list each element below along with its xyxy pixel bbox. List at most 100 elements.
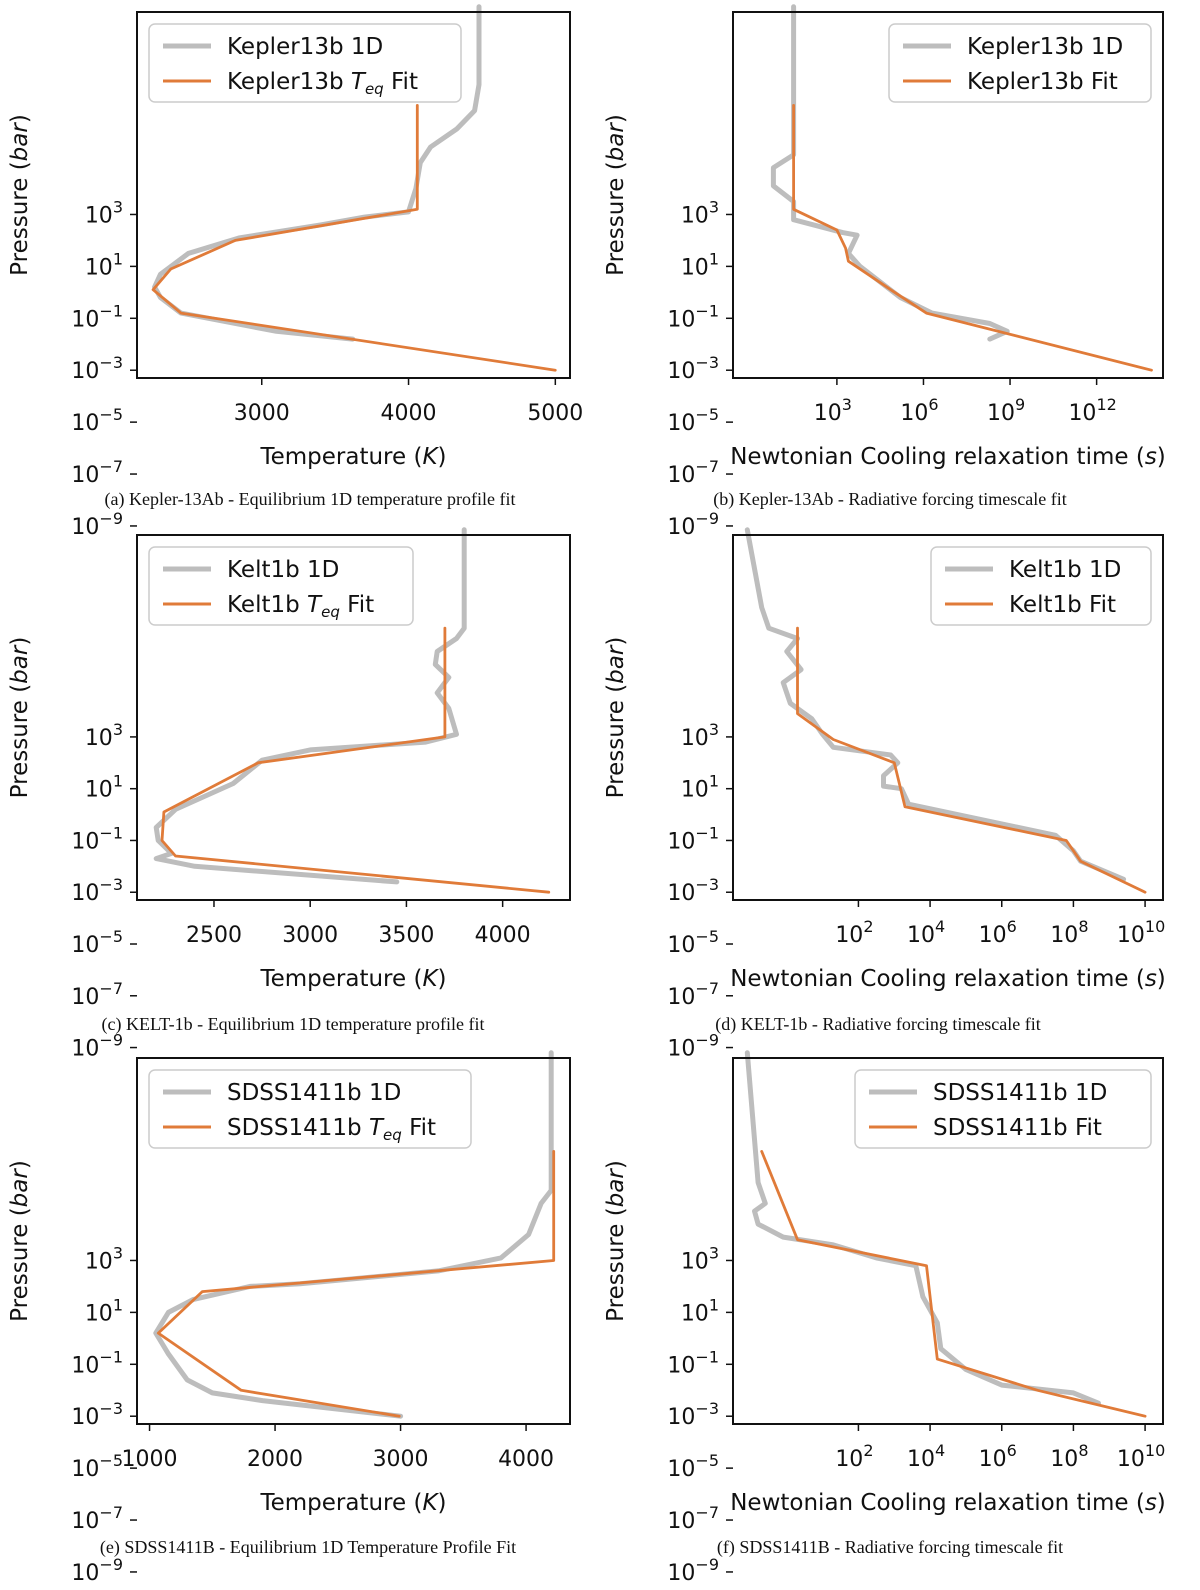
x-tick-label-c: 3000	[282, 923, 338, 948]
y-axis-label-f: Pressure (bar)	[603, 1160, 629, 1322]
y-tick-label-f: 101	[681, 1295, 719, 1326]
x-tick-label-d: 102	[835, 917, 873, 948]
x-tick-label-f: 104	[907, 1441, 945, 1472]
plot-frame-c	[136, 534, 571, 901]
legend-a: Kepler13b 1D Kepler13b Teq Fit	[148, 23, 462, 103]
subplot-b: 10−9 10−7 10−5 10−3 10−1 101 103 103 106 109 1012 N…	[603, 4, 1166, 540]
y-axis-label-e: Pressure (bar)	[7, 1160, 33, 1322]
caption-a: (a) Kepler-13Ab - Equilibrium 1D tempera…	[105, 489, 516, 510]
x-tick-label-d: 104	[907, 917, 945, 948]
y-tick-label-a: 10−3	[71, 353, 123, 384]
x-tick-label-b: 103	[814, 395, 852, 426]
x-axis-label-b: Newtonian Cooling relaxation time (s)	[730, 444, 1166, 470]
legend-label-fit-d: Kelt1b Fit	[1009, 592, 1116, 618]
y-tick-label-f: 10−7	[667, 1503, 719, 1534]
legend-d: Kelt1b 1D Kelt1b Fit	[930, 546, 1152, 626]
x-tick-label-f: 108	[1050, 1441, 1088, 1472]
fit-line-a	[151, 104, 557, 372]
y-tick-label-d: 10−1	[667, 823, 719, 854]
caption-e: (e) SDSS1411B - Equilibrium 1D Temperatu…	[100, 1537, 516, 1558]
fit-line-c	[160, 626, 551, 894]
subplot-a: 10−9 10−7 10−5 10−3 10−1 101 103 3000 4000 5000 Te…	[7, 4, 583, 540]
y-tick-label-b: 103	[681, 197, 719, 228]
x-tick-label-f: 102	[835, 1441, 873, 1472]
y-tick-label-c: 10−9	[71, 1031, 123, 1062]
legend-label-model-f: SDSS1411b 1D	[933, 1080, 1107, 1106]
y-axis-label-d: Pressure (bar)	[603, 637, 629, 799]
y-tick-label-f: 10−3	[667, 1399, 719, 1430]
y-tick-label-c: 10−1	[71, 823, 123, 854]
model-line-b	[770, 4, 1010, 342]
y-tick-label-d: 10−5	[667, 927, 719, 958]
y-tick-label-c: 101	[85, 772, 123, 803]
fit-line-f	[760, 1150, 1147, 1418]
y-tick-label-a: 10−5	[71, 405, 123, 436]
legend-label-fit-e: SDSS1411b Teq Fit	[227, 1115, 436, 1144]
x-tick-label-b: 109	[987, 395, 1025, 426]
subplot-d: 10−9 10−7 10−5 10−3 10−1 101 103 102 104 106 108 10…	[603, 527, 1166, 1062]
y-tick-label-a: 101	[85, 249, 123, 280]
y-tick-label-c: 10−3	[71, 875, 123, 906]
x-axis-label-d: Newtonian Cooling relaxation time (s)	[730, 966, 1166, 992]
legend-box-a	[148, 23, 462, 103]
subplot-e: 10−9 10−7 10−5 10−3 10−1 101 103 1000 2000 3000 40…	[7, 1050, 571, 1586]
y-tick-label-d: 101	[681, 772, 719, 803]
y-tick-label-a: 10−1	[71, 301, 123, 332]
y-tick-label-a: 103	[85, 197, 123, 228]
x-tick-label-c: 2500	[186, 923, 242, 948]
legend-label-model-b: Kepler13b 1D	[967, 34, 1123, 60]
subplot-c: 10−9 10−7 10−5 10−3 10−1 101 103 2500 3000 3500 40…	[7, 527, 571, 1062]
x-tick-label-a: 3000	[234, 401, 290, 426]
legend-label-model-e: SDSS1411b 1D	[227, 1080, 401, 1106]
y-tick-label-f: 10−9	[667, 1555, 719, 1586]
y-tick-label-a: 10−7	[71, 457, 123, 488]
legend-label-model-c: Kelt1b 1D	[227, 557, 339, 583]
legend-box-b	[888, 23, 1152, 103]
x-tick-label-d: 106	[979, 917, 1017, 948]
legend-b: Kepler13b 1D Kepler13b Fit	[888, 23, 1152, 103]
y-tick-label-e: 10−9	[71, 1555, 123, 1586]
y-tick-label-e: 103	[85, 1243, 123, 1274]
y-tick-label-e: 10−1	[71, 1347, 123, 1378]
y-tick-label-b: 10−1	[667, 301, 719, 332]
y-tick-label-d: 10−3	[667, 875, 719, 906]
y-tick-label-b: 10−7	[667, 457, 719, 488]
x-tick-label-c: 3500	[378, 923, 434, 948]
model-line-d	[744, 527, 1127, 882]
y-tick-label-b: 101	[681, 249, 719, 280]
y-tick-label-c: 10−5	[71, 927, 123, 958]
y-tick-label-a: 10−9	[71, 509, 123, 540]
fit-line-e	[156, 1150, 556, 1418]
y-tick-label-f: 10−5	[667, 1451, 719, 1482]
legend-e: SDSS1411b 1D SDSS1411b Teq Fit	[148, 1069, 472, 1149]
caption-f: (f) SDSS1411B - Radiative forcing timesc…	[717, 1537, 1063, 1558]
y-tick-label-e: 10−5	[71, 1451, 123, 1482]
x-axis-label-a: Temperature (K)	[259, 444, 446, 470]
fit-line-d	[796, 626, 1147, 894]
x-tick-label-f: 106	[979, 1441, 1017, 1472]
plot-frame-f	[732, 1057, 1164, 1425]
y-tick-label-b: 10−5	[667, 405, 719, 436]
fit-line-b	[792, 104, 1153, 372]
y-tick-label-d: 103	[681, 720, 719, 751]
legend-box-e	[148, 1069, 472, 1149]
y-tick-label-f: 103	[681, 1243, 719, 1274]
subplot-f: 10−9 10−7 10−5 10−3 10−1 101 103 102 104 106 108 10…	[603, 1050, 1166, 1586]
y-axis-label-a: Pressure (bar)	[7, 114, 33, 276]
legend-label-fit-f: SDSS1411b Fit	[933, 1115, 1102, 1141]
model-line-f	[744, 1050, 1101, 1406]
x-tick-label-c: 4000	[475, 923, 531, 948]
y-tick-label-d: 10−9	[667, 1031, 719, 1062]
x-tick-label-a: 5000	[527, 401, 583, 426]
x-tick-label-e: 2000	[247, 1447, 303, 1472]
caption-c: (c) KELT-1b - Equilibrium 1D temperature…	[101, 1014, 484, 1035]
plot-frame-a	[136, 11, 571, 379]
caption-d: (d) KELT-1b - Radiative forcing timescal…	[715, 1014, 1041, 1035]
legend-label-model-a: Kepler13b 1D	[227, 34, 383, 60]
legend-label-fit-a: Kepler13b Teq Fit	[227, 69, 418, 98]
legend-c: Kelt1b 1D Kelt1b Teq Fit	[148, 546, 414, 626]
x-tick-label-f: 1010	[1117, 1441, 1165, 1472]
legend-box-f	[854, 1069, 1152, 1149]
y-tick-label-c: 10−7	[71, 979, 123, 1010]
x-tick-label-b: 1012	[1068, 395, 1116, 426]
